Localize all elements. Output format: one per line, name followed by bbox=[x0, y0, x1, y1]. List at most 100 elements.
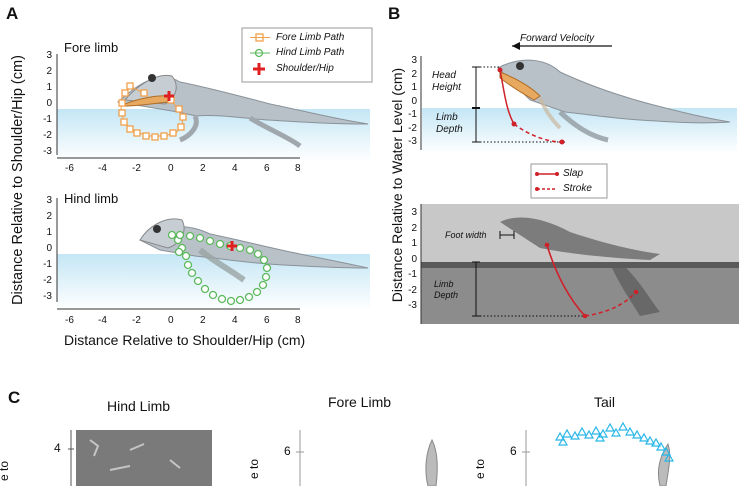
hind-hip-marker bbox=[227, 241, 237, 251]
slap-path bbox=[499, 69, 515, 125]
hind-yticks: 3 2 1 0 -1 -2 -3 bbox=[30, 193, 52, 305]
photo-ytick: -3 bbox=[408, 300, 417, 311]
panel-b-ytick: 2 bbox=[411, 68, 417, 80]
stroke-path bbox=[513, 123, 563, 143]
hind-ytick: -3 bbox=[43, 291, 52, 302]
panel-b-ytick: -1 bbox=[408, 109, 417, 120]
velocity-label: Forward Velocity bbox=[520, 33, 595, 44]
panel-b-lizard-illustration bbox=[497, 59, 731, 143]
photo-waterline bbox=[421, 262, 739, 268]
hind-xtick: 4 bbox=[232, 315, 238, 326]
limb-depth-label: Limb Depth bbox=[436, 112, 463, 135]
panel-b-ytick: 3 bbox=[411, 55, 417, 66]
fore-xtick: -2 bbox=[132, 163, 141, 174]
photo-sparkles bbox=[89, 439, 181, 471]
photo-ytick: -2 bbox=[408, 284, 417, 296]
photo-stroke-end bbox=[633, 289, 639, 295]
panel-c-hind-photo bbox=[76, 430, 212, 486]
panel-b-ytick: -3 bbox=[408, 136, 417, 147]
foot-width-label: Foot width bbox=[445, 230, 487, 240]
photo-ytick: 0 bbox=[411, 253, 417, 265]
panel-c-hind-title: Hind Limb bbox=[107, 398, 171, 414]
legend-stroke-label: Stroke bbox=[563, 183, 592, 194]
hind-xtick: -6 bbox=[65, 315, 74, 326]
photo-slap-path bbox=[546, 244, 586, 317]
fore-xtick: 8 bbox=[295, 163, 301, 174]
panel-c-letter: C bbox=[8, 388, 21, 407]
panel-c-fore-ytick: 6 bbox=[284, 444, 291, 458]
legend-hind-label: Hind Limb Path bbox=[276, 47, 345, 58]
photo-ytick: 3 bbox=[411, 207, 417, 218]
fore-ytick: 2 bbox=[46, 66, 52, 77]
fore-shoulder-marker bbox=[164, 91, 174, 101]
photo-slap-end bbox=[582, 313, 588, 319]
hind-ytick: -2 bbox=[43, 275, 52, 286]
photo-slap-start bbox=[544, 242, 550, 248]
panel-b-yticks-top: 3 2 1 0 -1 -2 -3 bbox=[397, 54, 417, 149]
fore-xtick: -6 bbox=[65, 163, 74, 174]
hind-limb-title: Hind limb bbox=[64, 191, 119, 206]
panel-c-fore-limb-shape bbox=[425, 438, 438, 486]
stroke-end-point bbox=[559, 139, 565, 145]
fore-ytick: 1 bbox=[46, 82, 52, 93]
hind-xtick: -4 bbox=[98, 315, 107, 326]
legend-slap-dot bbox=[555, 172, 559, 176]
photo-limb-depth-label: Limb Depth bbox=[434, 279, 459, 300]
fore-ytick: -1 bbox=[43, 114, 52, 125]
hind-xtick: 6 bbox=[264, 315, 270, 326]
panel-a-letter: A bbox=[6, 4, 19, 23]
photo-underwater bbox=[421, 268, 739, 324]
hind-axes bbox=[56, 198, 300, 310]
panel-b-legend-box bbox=[530, 163, 608, 199]
velocity-arrowhead bbox=[512, 42, 520, 50]
fore-limb-path bbox=[118, 82, 187, 141]
panel-c-tail-title: Tail bbox=[594, 394, 616, 410]
panel-b-letter: B bbox=[388, 4, 401, 23]
fore-xtick: 0 bbox=[168, 163, 174, 174]
legend-fore-label: Fore Limb Path bbox=[276, 32, 345, 43]
fore-xtick: 4 bbox=[232, 163, 238, 174]
hind-limb-path bbox=[167, 230, 272, 306]
fore-ytick: 0 bbox=[46, 98, 52, 109]
hind-ytick: 1 bbox=[46, 227, 52, 238]
panel-b-ytick: -2 bbox=[408, 122, 417, 134]
hind-ytick: 2 bbox=[46, 211, 52, 222]
fore-xtick: 6 bbox=[264, 163, 270, 174]
panel-b-ytick: 0 bbox=[411, 95, 417, 107]
panel-b-ytick: 1 bbox=[411, 82, 417, 93]
hind-ytick: -1 bbox=[43, 259, 52, 270]
panel-c-fore-axis-label: e to bbox=[247, 458, 262, 480]
slap-end-point bbox=[511, 121, 517, 127]
panel-b-yticks-photo: 3 2 1 0 -1 -2 -3 bbox=[397, 205, 417, 314]
fore-ytick: -2 bbox=[43, 130, 52, 141]
height-depth-brackets bbox=[472, 66, 565, 143]
panel-c-fore-title: Fore Limb bbox=[328, 394, 392, 410]
legend-marker-swatch bbox=[253, 63, 265, 75]
fore-xtick: 2 bbox=[200, 163, 206, 174]
panel-c-tail-axis-label: e to bbox=[473, 458, 488, 480]
panel-c-tail-ytick: 6 bbox=[510, 444, 517, 458]
photo-ytick: -1 bbox=[408, 269, 417, 280]
hind-xtick: 8 bbox=[295, 315, 301, 326]
legend-marker-label: Shoulder/Hip bbox=[276, 63, 334, 74]
panel-c-hind-ytick: 4 bbox=[54, 441, 61, 455]
legend-slap-dot bbox=[535, 172, 539, 176]
photo-ytick: 1 bbox=[411, 238, 417, 249]
fore-yticks: 3 2 1 0 -1 -2 -3 bbox=[30, 48, 52, 160]
fore-ytick: -3 bbox=[43, 146, 52, 157]
hind-ytick: 0 bbox=[46, 243, 52, 254]
hind-ytick: 3 bbox=[46, 195, 52, 206]
fore-axes bbox=[56, 54, 300, 159]
photo-ytick: 2 bbox=[411, 222, 417, 234]
slap-start-point bbox=[497, 67, 503, 73]
fore-ytick: 3 bbox=[46, 50, 52, 61]
legend-stroke-dot bbox=[535, 187, 539, 191]
panel-a-xlabel: Distance Relative to Shoulder/Hip (cm) bbox=[64, 332, 306, 348]
hind-xtick: -2 bbox=[132, 315, 141, 326]
fore-xtick: -4 bbox=[98, 163, 107, 174]
photo-lizard bbox=[500, 217, 660, 260]
hind-xtick: 0 bbox=[168, 315, 174, 326]
